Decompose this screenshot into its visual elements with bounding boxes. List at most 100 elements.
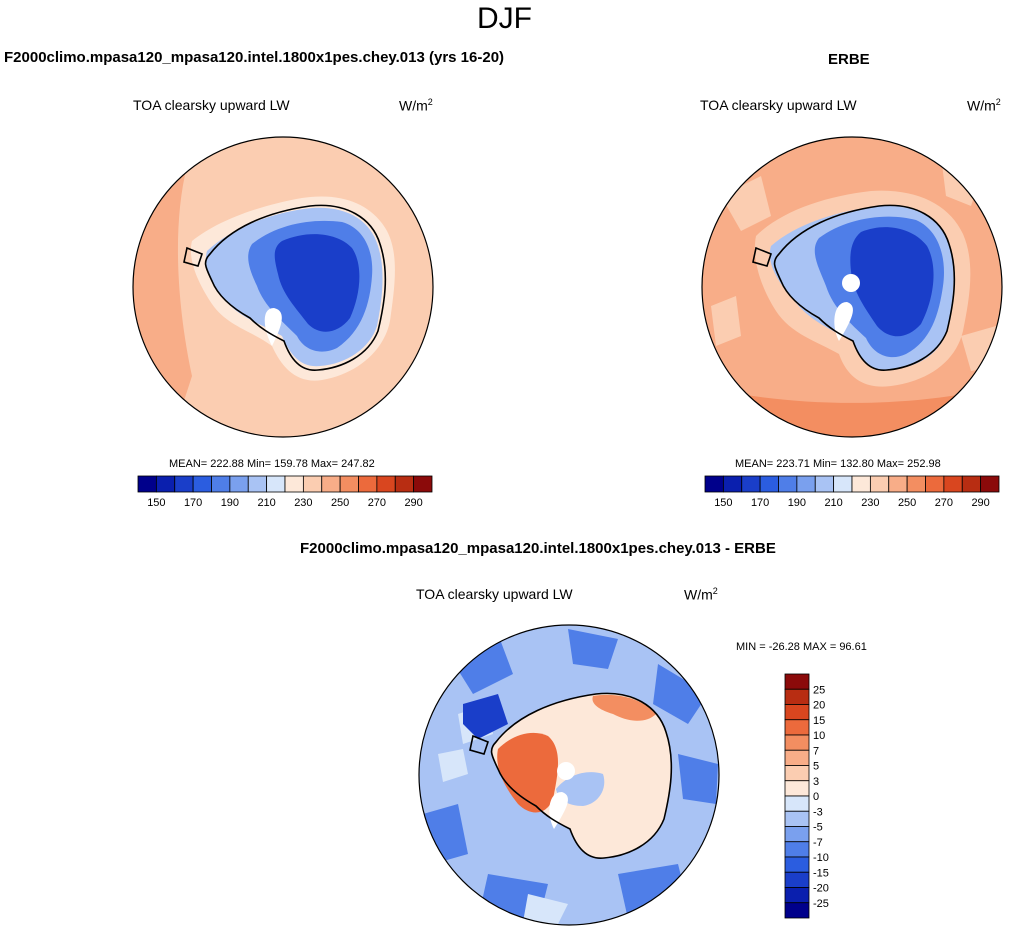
obs-colorbar-box [888,475,908,493]
model-stats: MEAN= 222.88 Min= 159.78 Max= 247.82 [169,458,375,470]
obs-colorbar-box [851,475,871,493]
model-colorbar-box [413,475,433,493]
model-colorbar-box [155,475,176,493]
diff-colorbar-box [784,719,810,736]
diff-coastline [469,692,673,859]
diff-colorbar-box [784,826,810,843]
model-panel-title: F2000climo.mpasa120_mpasa120.intel.1800x… [4,49,505,66]
diff-colorbar-box [784,795,810,812]
diff-colorbar-tick-label: 7 [813,745,819,757]
model-map-border [132,136,434,438]
obs-coastline [752,204,956,371]
diff-colorbar-box [784,704,810,721]
diff-interior-cold [556,772,605,806]
diff-neutral-patches [438,704,568,924]
diff-units: W/m2 [684,586,718,603]
obs-colorbar-box [778,475,798,493]
obs-colorbar-box [869,475,890,493]
obs-ross-sea [834,302,853,341]
obs-colorbar-tick-label: 190 [788,497,806,509]
diff-east-warm [592,694,656,721]
obs-stats: MEAN= 223.71 Min= 132.80 Max= 252.98 [735,458,941,470]
diff-colorbar-box [784,780,810,797]
model-ross-sea [264,308,282,346]
model-colorbar-tick-label: 290 [404,497,422,509]
obs-variable-label: TOA clearsky upward LW [700,97,857,113]
diff-colorbar-tick-label: 25 [813,684,825,696]
model-colorbar-box [394,475,415,493]
obs-colorbar-box [906,475,926,493]
model-colorbar-box [339,475,359,493]
diff-stats: MIN = -26.28 MAX = 96.61 [736,641,867,653]
obs-plateau-inner [850,227,934,337]
obs-colorbar-tick-label: 250 [898,497,916,509]
model-colorbar-box [284,475,304,493]
diff-colorbar-tick-label: 5 [813,761,819,773]
model-colorbar-box [321,475,341,493]
model-colorbar-box [266,475,286,493]
model-colorbar-box [302,475,323,493]
model-colorbar-tick-label: 230 [294,497,312,509]
obs-units: W/m2 [967,97,1001,114]
model-colorbar-box [137,475,157,493]
obs-panel-title: ERBE [828,51,870,68]
model-variable-label: TOA clearsky upward LW [133,97,290,113]
obs-map-border [701,136,1003,438]
diff-colorbar: 25 20 15 10 7 5 3 0 -3 -5 -7 -10 -15 -20 -25 [784,673,829,919]
obs-colorbar-box [961,475,982,493]
diff-polar-map [418,624,720,926]
diff-colorbar-tick-label: -10 [813,852,829,864]
model-colorbar-box [192,475,212,493]
diff-colorbar-box [784,887,810,904]
model-colorbar-box [229,475,249,493]
obs-colorbar-box [704,475,724,493]
model-colorbar: 150 170 190 210 230 250 270 290 [137,475,433,509]
diff-colorbar-tick-label: -7 [813,837,823,849]
model-colorbar-box [376,475,396,493]
model-colorbar-box [247,475,268,493]
model-colorbar-box [174,475,194,493]
model-colorbar-tick-label: 270 [368,497,386,509]
model-plateau-inner [274,234,360,332]
diff-colorbar-box [784,841,810,858]
diff-colorbar-tick-label: -25 [813,898,829,910]
diff-map-border [418,624,720,926]
model-colorbar-tick-label: 150 [147,497,165,509]
diff-colorbar-box [784,902,810,919]
diff-colorbar-box [784,673,810,690]
diff-colorbar-tick-label: 3 [813,776,819,788]
diff-colorbar-box [784,810,810,827]
obs-colorbar-box [833,475,853,493]
obs-colorbar-box [741,475,761,493]
diff-colorbar-box [784,688,810,705]
obs-colorbar-box [980,475,1000,493]
obs-pole-gap [842,274,860,292]
obs-colorbar-tick-label: 150 [714,497,732,509]
diff-colorbar-box [784,749,810,766]
obs-colorbar-tick-label: 210 [824,497,842,509]
diff-colorbar-tick-label: -3 [813,806,823,818]
diff-pole-gap [557,762,575,780]
diff-variable-label: TOA clearsky upward LW [416,586,573,602]
diff-colorbar-tick-label: 15 [813,715,825,727]
diff-colorbar-box [784,765,810,782]
diff-colorbar-box [784,871,810,888]
obs-colorbar-tick-label: 230 [861,497,879,509]
model-colorbar-tick-label: 250 [331,497,349,509]
model-units: W/m2 [399,97,433,114]
obs-colorbar-box [722,475,743,493]
obs-colorbar-box [925,475,945,493]
obs-colorbar-tick-label: 290 [971,497,989,509]
model-coastline [183,204,387,371]
obs-polar-map [701,136,1003,438]
diff-colorbar-box [784,856,810,873]
diff-colorbar-tick-label: 20 [813,700,825,712]
diff-colorbar-tick-label: -5 [813,822,823,834]
diff-panel-title: F2000climo.mpasa120_mpasa120.intel.1800x… [300,540,776,557]
obs-colorbar-box [796,475,816,493]
diff-colorbar-tick-label: -15 [813,867,829,879]
diff-west-warm [497,732,558,813]
diff-peninsula-cold [463,694,508,739]
model-colorbar-box [358,475,378,493]
model-colorbar-tick-label: 210 [257,497,275,509]
